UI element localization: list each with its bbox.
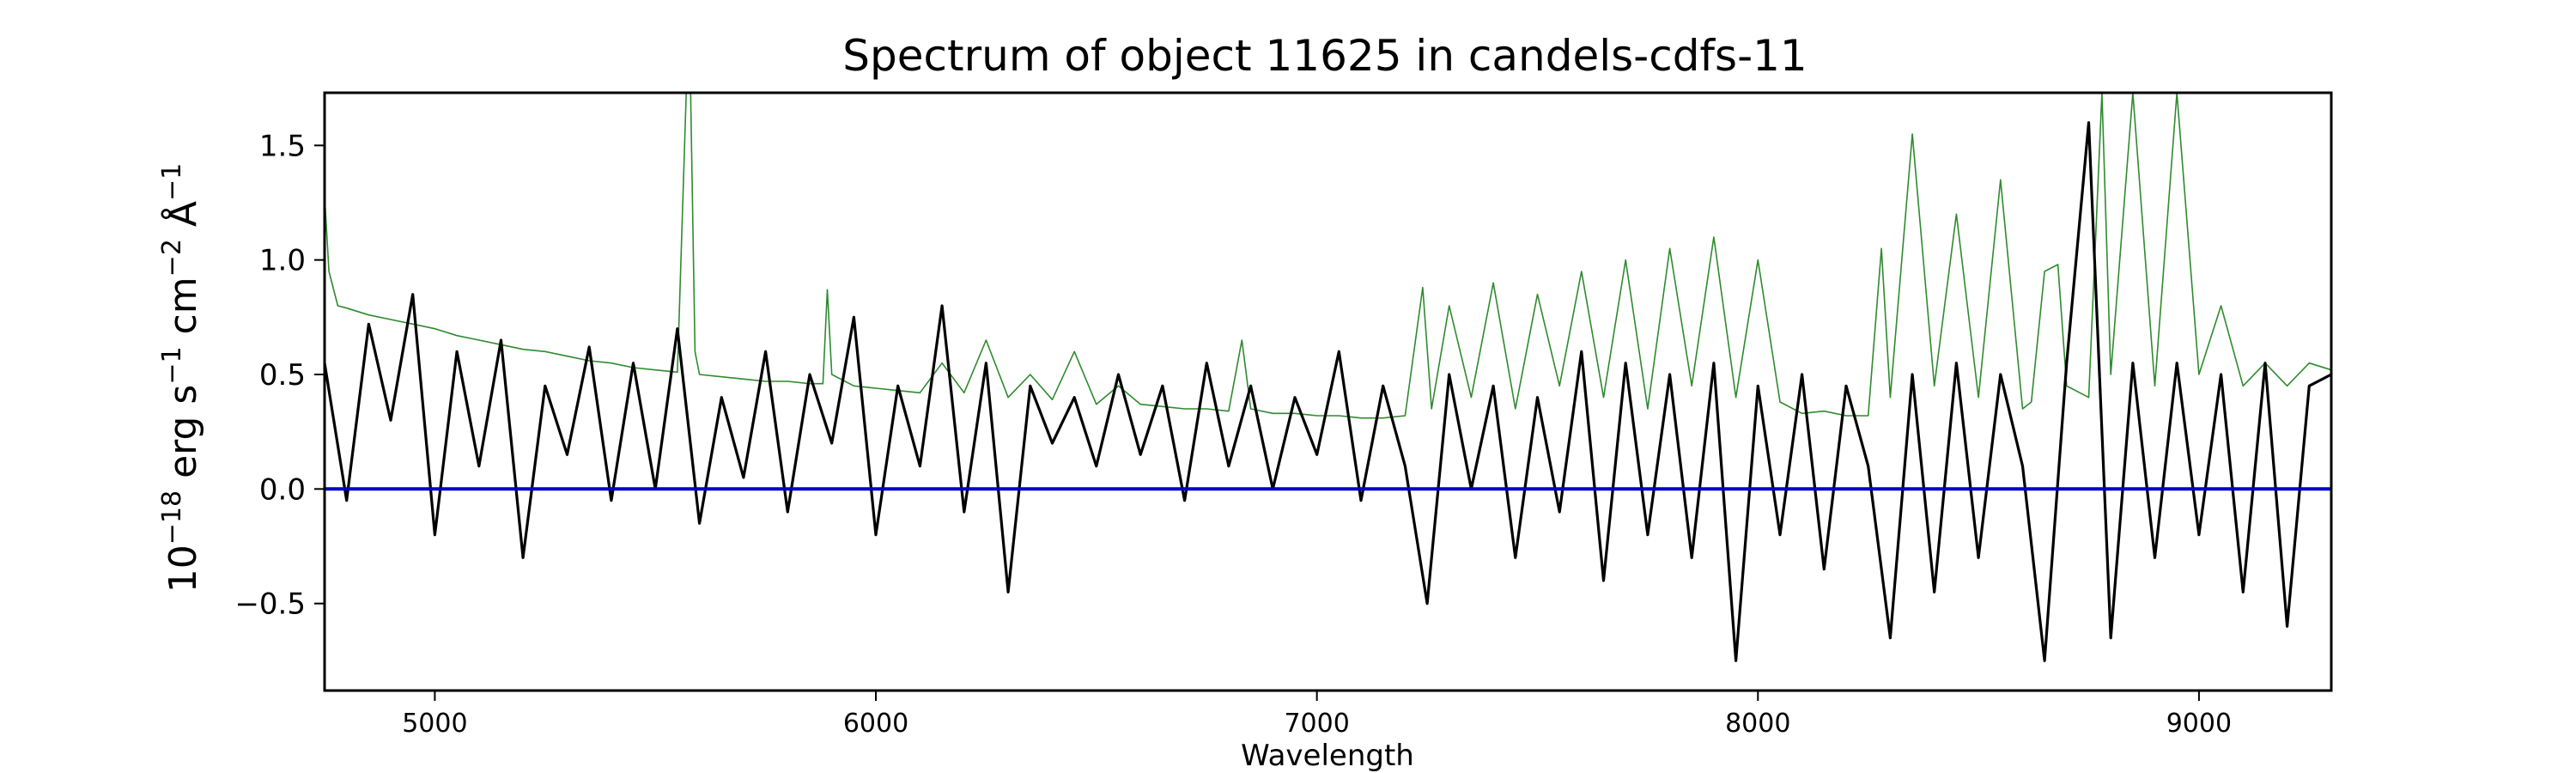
y-axis-label: 10−18 erg s−1 cm−2 Å−1 bbox=[157, 163, 205, 593]
y-tick-label: 0.5 bbox=[259, 358, 306, 393]
y-tick-label: 1.5 bbox=[259, 129, 306, 163]
plot-frame bbox=[323, 91, 2333, 692]
flux-series-line bbox=[323, 121, 2332, 662]
x-axis-label: Wavelength bbox=[1241, 739, 1414, 773]
x-tick-label: 5000 bbox=[402, 709, 467, 739]
y-label-a-exp: −1 bbox=[157, 163, 187, 201]
x-tick-label: 9000 bbox=[2166, 709, 2232, 739]
y-tick-label: 1.0 bbox=[259, 244, 306, 278]
x-tick-label: 8000 bbox=[1725, 709, 1790, 739]
y-label-s-exp: −1 bbox=[157, 346, 187, 384]
plot-series bbox=[323, 92, 2332, 662]
x-tick-label: 7000 bbox=[1284, 709, 1349, 739]
y-tick-label: −0.5 bbox=[234, 587, 306, 622]
y-label-erg: erg s bbox=[161, 385, 205, 478]
y-label-cm-exp: −2 bbox=[157, 239, 187, 277]
chart-title: Spectrum of object 11625 in candels-cdfs… bbox=[842, 31, 1807, 81]
y-axis-ticks: −0.5 0.0 0.5 1.0 1.5 bbox=[234, 129, 325, 622]
error-series-line bbox=[324, 92, 2332, 419]
y-tick-label: 0.0 bbox=[259, 472, 306, 507]
y-label-base-exp: −18 bbox=[157, 490, 187, 545]
x-tick-label: 6000 bbox=[843, 709, 908, 739]
y-label-cm: cm bbox=[161, 277, 205, 334]
y-label-angstrom: Å bbox=[160, 201, 205, 227]
x-axis-ticks: 5000 6000 7000 8000 9000 bbox=[402, 691, 2232, 739]
y-label-base: 10 bbox=[161, 545, 205, 593]
